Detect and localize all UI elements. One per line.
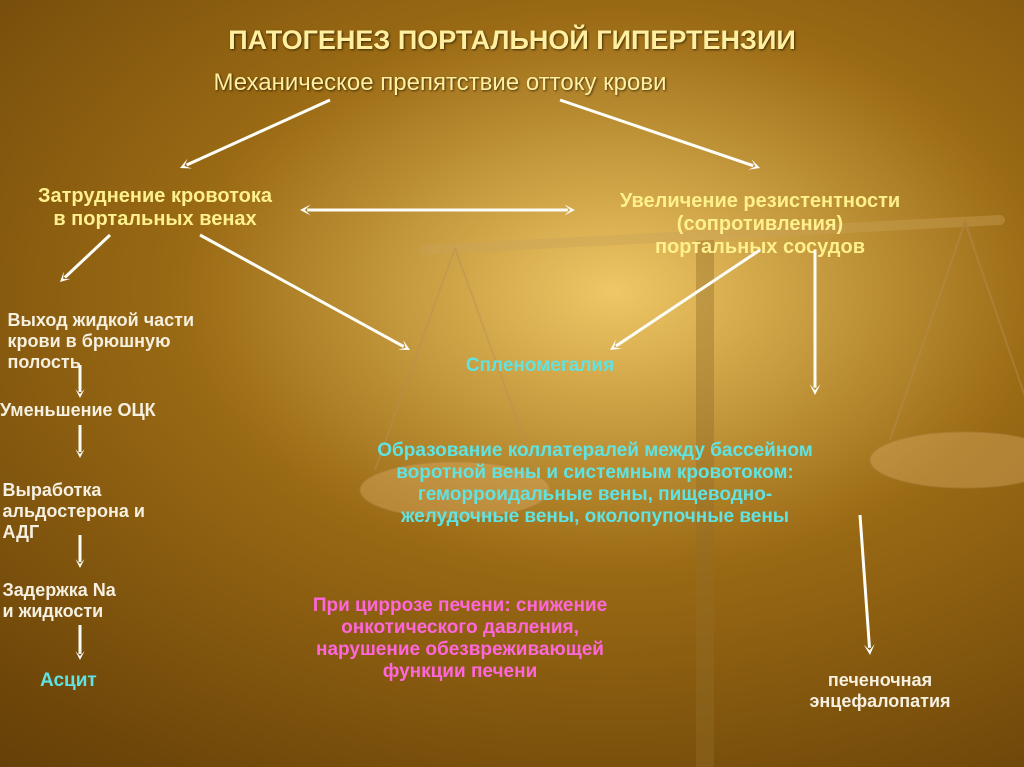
node-ascites: Асцит	[40, 670, 160, 692]
node-ock-decrease: Уменьшение ОЦК	[0, 400, 210, 421]
node-encephalopathy: печеночная энцефалопатия	[770, 670, 990, 712]
node-left-yellow: Затруднение кровотока в портальных венах	[15, 185, 295, 231]
node-na-retention: Задержка Na и жидкости	[3, 580, 178, 622]
node-cirrhosis: При циррозе печени: снижение онкотическо…	[250, 595, 670, 683]
slide: ПАТОГЕНЕЗ ПОРТАЛЬНОЙ ГИПЕРТЕНЗИИ Механич…	[0, 0, 1024, 767]
node-right-yellow: Увеличение резистентности (сопротивления…	[580, 190, 940, 259]
node-collaterals: Образование коллатералей между бассейном…	[315, 440, 875, 528]
node-aldosterone: Выработка альдостерона и АДГ	[3, 480, 198, 543]
node-splenomegaly: Спленомегалия	[420, 355, 660, 377]
slide-subtitle: Механическое препятствие оттоку крови	[60, 68, 820, 98]
slide-title: ПАТОГЕНЕЗ ПОРТАЛЬНОЙ ГИПЕРТЕНЗИИ	[62, 24, 962, 58]
node-plasma-leak: Выход жидкой части крови в брюшную полос…	[8, 310, 233, 373]
